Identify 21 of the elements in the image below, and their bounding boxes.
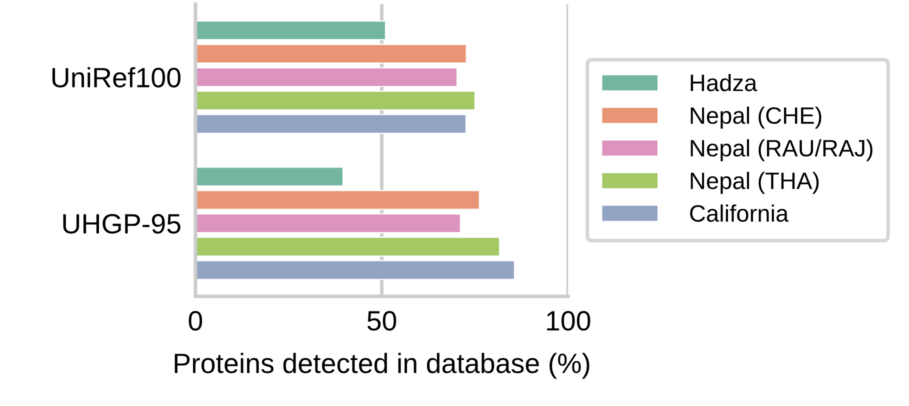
bar — [195, 90, 476, 110]
bar — [195, 213, 461, 234]
x-tick-label: 0 — [188, 311, 202, 331]
bar — [195, 190, 480, 210]
legend-label: Hadza — [690, 74, 758, 92]
x-tick-label: 100 — [547, 311, 590, 331]
legend-label: Nepal (CHE) — [690, 106, 822, 129]
bar — [195, 260, 516, 280]
x-tick-label: 50 — [367, 311, 396, 331]
bar — [195, 236, 500, 257]
y-tick-label: UHGP-95 — [63, 214, 180, 234]
y-tick-label: UniRef100 — [52, 67, 180, 88]
legend-label: Nepal (RAU/RAJ) — [690, 139, 872, 162]
x-axis-title: Proteins detected in database (%) — [174, 352, 590, 379]
bar — [195, 166, 344, 186]
bar — [195, 44, 467, 64]
bar — [195, 114, 467, 134]
bar — [195, 67, 458, 88]
legend-label: Nepal (THA) — [690, 172, 819, 194]
legend-label: California — [690, 204, 789, 222]
bar — [195, 20, 386, 40]
